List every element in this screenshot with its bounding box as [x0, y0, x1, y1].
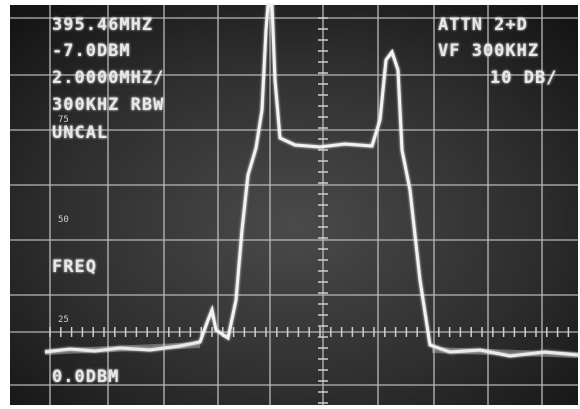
center-freq: 395.46MHZ: [52, 15, 153, 35]
center-ticks: [49, 17, 570, 404]
scale: 10 DB/: [490, 68, 557, 88]
bottom-level: 0.0DBM: [52, 367, 119, 387]
scale-label: 50: [58, 215, 69, 225]
screen: [10, 5, 578, 405]
scale-label: 75: [58, 115, 69, 125]
ref-level: -7.0DBM: [52, 41, 131, 61]
uncal: UNCAL: [52, 123, 108, 143]
rbw: 300KHZ RBW: [52, 95, 164, 115]
span: 2.0000MHZ/: [52, 68, 164, 88]
attenuation: ATTN 2+D: [438, 15, 528, 35]
noise-floor: [44, 342, 579, 358]
video-filter: VF 300KHZ: [438, 41, 539, 61]
spectrum-trace: [44, 3, 579, 358]
graticule: [10, 5, 578, 405]
freq-label: FREQ: [52, 257, 97, 277]
scale-label: 25: [58, 315, 69, 325]
